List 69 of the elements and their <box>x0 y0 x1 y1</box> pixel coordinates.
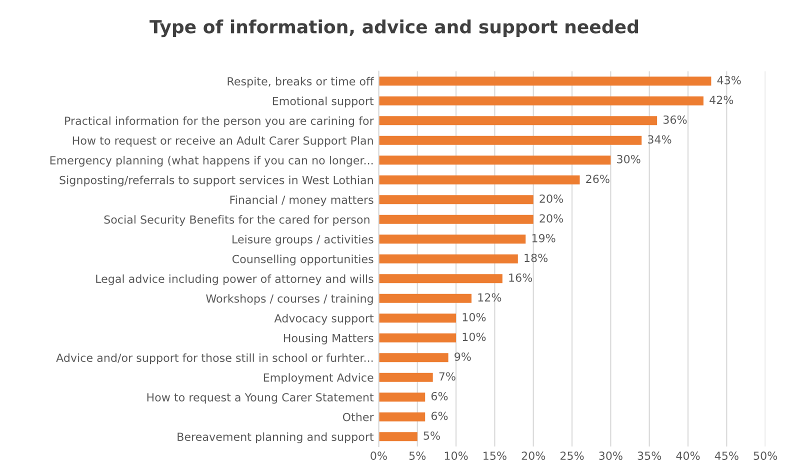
data-label: 18% <box>524 254 548 262</box>
y-tick-label: Workshops / courses / training <box>206 294 373 305</box>
data-label: 43% <box>717 76 741 84</box>
data-label: 10% <box>462 312 486 322</box>
data-label: 19% <box>532 234 556 242</box>
data-label: 20% <box>540 194 563 203</box>
data-label: 30% <box>617 154 640 164</box>
x-tick-label: 45% <box>714 452 738 460</box>
bar <box>378 214 534 224</box>
y-tick-label: Housing Matters <box>284 334 374 344</box>
y-tick-label: Signposting/referrals to support services in West Lothian <box>60 176 373 186</box>
x-tick-label: 10% <box>444 452 468 460</box>
bar <box>378 234 526 244</box>
bar <box>378 314 456 323</box>
data-label: 10% <box>462 332 486 342</box>
y-tick-label: Practical information for the person you are carining for <box>65 116 374 128</box>
y-tick-label: Social Security Benefits for the cared for person <box>104 215 370 226</box>
bar <box>378 195 534 204</box>
data-label: 36% <box>663 115 687 124</box>
bar <box>378 372 433 382</box>
chart-title: Type of information, advice and support needed <box>150 20 638 38</box>
bar <box>378 294 472 303</box>
y-tick-label: Other <box>342 412 374 422</box>
y-tick-label: Emergency planning (what happens if you can no longer... <box>50 156 373 167</box>
x-tick-label: 35% <box>638 452 662 460</box>
y-tick-label: Emotional support <box>272 96 374 108</box>
bar <box>378 96 704 106</box>
y-tick-label: Legal advice including power of attorney and wills <box>96 274 374 286</box>
bar <box>378 254 518 264</box>
data-label: 5% <box>424 431 440 440</box>
y-tick-label: Counselling opportunities <box>232 254 374 266</box>
x-tick-label: 0% <box>370 452 387 460</box>
bar <box>378 274 502 284</box>
data-label: 16% <box>509 273 532 282</box>
y-tick-label: Financial / money matters <box>230 195 374 206</box>
bar <box>378 76 712 86</box>
y-tick-label: Employment Advice <box>264 373 374 384</box>
bar <box>378 412 426 422</box>
data-label: 26% <box>586 174 610 184</box>
x-tick-label: 15% <box>484 452 506 460</box>
y-tick-label: Bereavement planning and support <box>178 432 374 444</box>
bar <box>378 175 580 184</box>
data-label: 9% <box>454 352 471 361</box>
bar <box>378 116 658 126</box>
x-tick-label: 5% <box>409 452 426 460</box>
bar <box>378 392 426 402</box>
y-tick-label: Advocacy support <box>274 314 374 325</box>
x-tick-label: 20% <box>522 452 546 460</box>
x-tick-label: 30% <box>599 452 622 460</box>
bar <box>378 333 456 342</box>
data-label: 7% <box>439 372 456 381</box>
bar <box>378 156 611 165</box>
x-tick-label: 25% <box>560 452 584 460</box>
data-label: 12% <box>478 293 502 302</box>
data-label: 42% <box>710 96 734 104</box>
bar <box>378 353 448 362</box>
bar <box>378 432 418 442</box>
bar <box>378 136 642 145</box>
data-label: 6% <box>431 412 448 420</box>
y-tick-label: How to request a Young Carer Statement <box>147 393 374 404</box>
y-tick-label: Leisure groups / activities <box>232 234 374 246</box>
data-label: 20% <box>540 214 563 223</box>
x-tick-label: 50% <box>754 452 778 460</box>
y-tick-label: Respite, breaks or time off <box>228 76 374 88</box>
x-tick-label: 40% <box>676 452 700 460</box>
y-tick-label: Advice and/or support for those still in school or furhter... <box>56 353 373 364</box>
y-tick-label: How to request or receive an Adult Carer Support Plan <box>72 136 373 147</box>
data-label: 6% <box>431 392 448 400</box>
data-label: 34% <box>648 135 672 144</box>
